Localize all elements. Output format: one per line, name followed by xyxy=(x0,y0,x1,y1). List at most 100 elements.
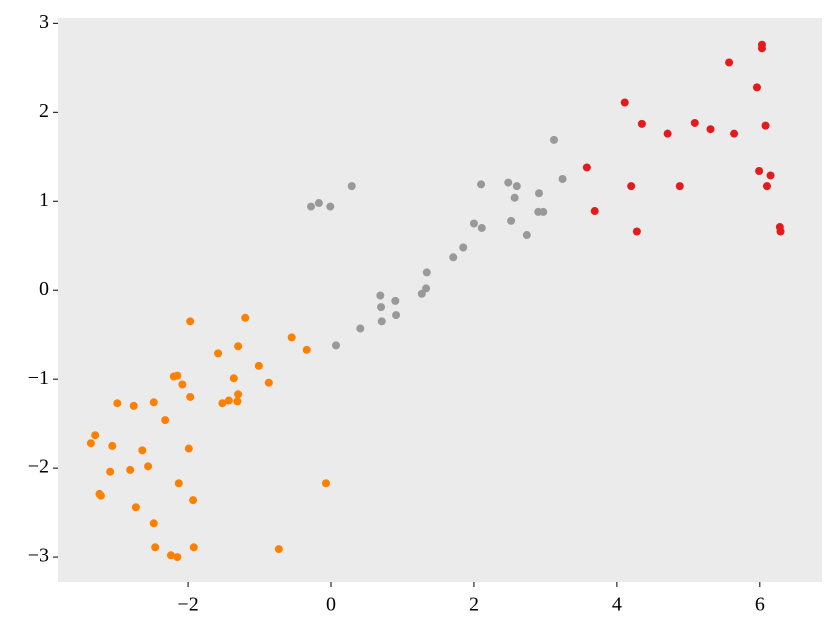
point xyxy=(264,378,273,387)
point xyxy=(507,216,516,225)
point xyxy=(184,444,193,453)
x-tick-label: 2 xyxy=(469,594,479,616)
point xyxy=(757,44,766,53)
point xyxy=(189,543,198,552)
point xyxy=(151,543,160,552)
x-tick-label: 0 xyxy=(326,594,336,616)
point xyxy=(725,58,734,67)
point xyxy=(234,390,243,399)
point xyxy=(539,207,548,216)
y-tick-label: −3 xyxy=(28,545,49,567)
point xyxy=(347,182,356,191)
point xyxy=(254,361,263,370)
point xyxy=(326,202,335,211)
point xyxy=(449,253,458,262)
point xyxy=(332,341,341,350)
point xyxy=(459,243,468,252)
point xyxy=(149,398,158,407)
point xyxy=(186,392,195,401)
point xyxy=(166,551,175,560)
point xyxy=(189,496,198,505)
x-tick-label: 6 xyxy=(755,594,765,616)
point xyxy=(241,313,250,322)
y-tick-label: 1 xyxy=(39,189,49,211)
point xyxy=(690,118,699,127)
point xyxy=(149,519,158,528)
y-tick-label: 0 xyxy=(39,278,49,300)
point xyxy=(422,268,431,277)
point xyxy=(233,397,242,406)
point xyxy=(549,135,558,144)
point xyxy=(218,399,227,408)
point xyxy=(637,119,646,128)
point xyxy=(752,83,761,92)
point xyxy=(131,503,140,512)
point xyxy=(186,317,195,326)
point xyxy=(178,380,187,389)
y-tick-label: 2 xyxy=(39,100,49,122)
point xyxy=(504,178,513,187)
point xyxy=(274,545,283,554)
point xyxy=(302,345,311,354)
point xyxy=(138,446,147,455)
x-tick-label: 4 xyxy=(612,594,622,616)
point xyxy=(129,401,138,410)
point xyxy=(306,202,315,211)
y-tick-label: −2 xyxy=(28,456,49,478)
point xyxy=(314,199,323,208)
point xyxy=(356,324,365,333)
point xyxy=(766,171,775,180)
point xyxy=(776,227,785,236)
point xyxy=(582,163,591,172)
point xyxy=(620,98,629,107)
point xyxy=(126,465,135,474)
point xyxy=(512,182,521,191)
point xyxy=(113,399,122,408)
point xyxy=(762,182,771,191)
point xyxy=(590,207,599,216)
point xyxy=(173,553,182,562)
y-tick-label: 3 xyxy=(39,11,49,33)
plot-area xyxy=(58,18,822,582)
point xyxy=(417,289,426,298)
point xyxy=(322,479,331,488)
x-tick-label: −2 xyxy=(177,594,198,616)
point xyxy=(174,479,183,488)
point xyxy=(377,317,386,326)
point xyxy=(106,467,115,476)
point xyxy=(761,121,770,130)
point xyxy=(522,231,531,240)
point xyxy=(91,431,100,440)
point xyxy=(86,439,95,448)
point xyxy=(510,193,519,202)
point xyxy=(377,303,386,312)
point xyxy=(632,227,641,236)
point xyxy=(558,175,567,184)
point xyxy=(627,182,636,191)
point xyxy=(376,291,385,300)
point xyxy=(173,371,182,380)
point xyxy=(534,189,543,198)
point xyxy=(144,462,153,471)
point xyxy=(706,125,715,134)
point xyxy=(755,167,764,176)
point xyxy=(214,349,223,358)
point xyxy=(224,396,233,405)
point xyxy=(161,416,170,425)
point xyxy=(663,129,672,138)
point xyxy=(287,333,296,342)
point xyxy=(477,180,486,189)
point xyxy=(675,182,684,191)
point xyxy=(108,441,117,450)
point xyxy=(730,129,739,138)
point xyxy=(477,223,486,232)
point xyxy=(96,491,105,500)
point xyxy=(422,284,431,293)
point xyxy=(469,219,478,228)
point xyxy=(391,296,400,305)
point xyxy=(392,311,401,320)
y-tick-label: −1 xyxy=(28,367,49,389)
point xyxy=(229,374,238,383)
